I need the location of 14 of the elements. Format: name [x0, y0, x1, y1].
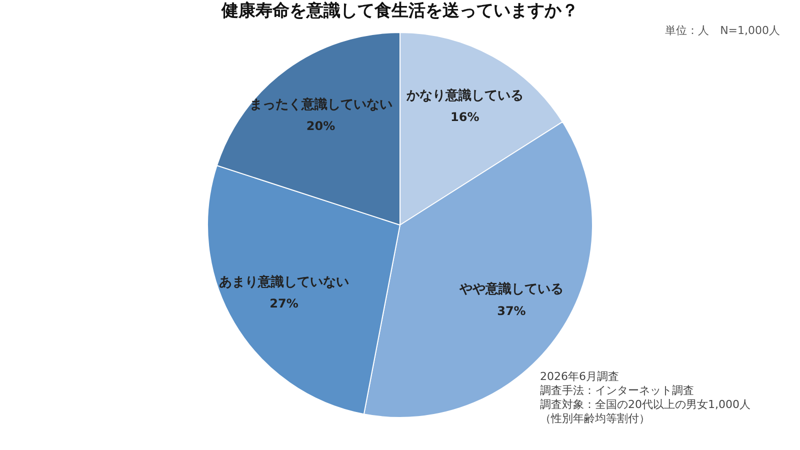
- slice-label: あまり意識していない: [219, 274, 350, 290]
- data-label: 27%: [270, 296, 298, 311]
- text: （性別年齢均等割付）: [540, 412, 651, 426]
- data-label: 37%: [497, 304, 526, 318]
- slice-label: まったく意識していない: [249, 96, 392, 112]
- text: 調査手法：インターネット調査: [540, 384, 695, 398]
- data-label: 16%: [450, 110, 480, 124]
- text: 2026年6月調査: [540, 370, 620, 384]
- text: 単位：人 N=1,000人: [665, 24, 780, 38]
- data-label: 20%: [306, 119, 336, 134]
- chart-title: 健康寿命を意識して食生活を送っていますか？: [220, 0, 580, 22]
- slice-label: やや意識している: [458, 281, 564, 298]
- slice-label: かなり意識している: [405, 87, 524, 104]
- text: 調査対象：全国の20代以上の男女1,000人: [540, 398, 750, 412]
